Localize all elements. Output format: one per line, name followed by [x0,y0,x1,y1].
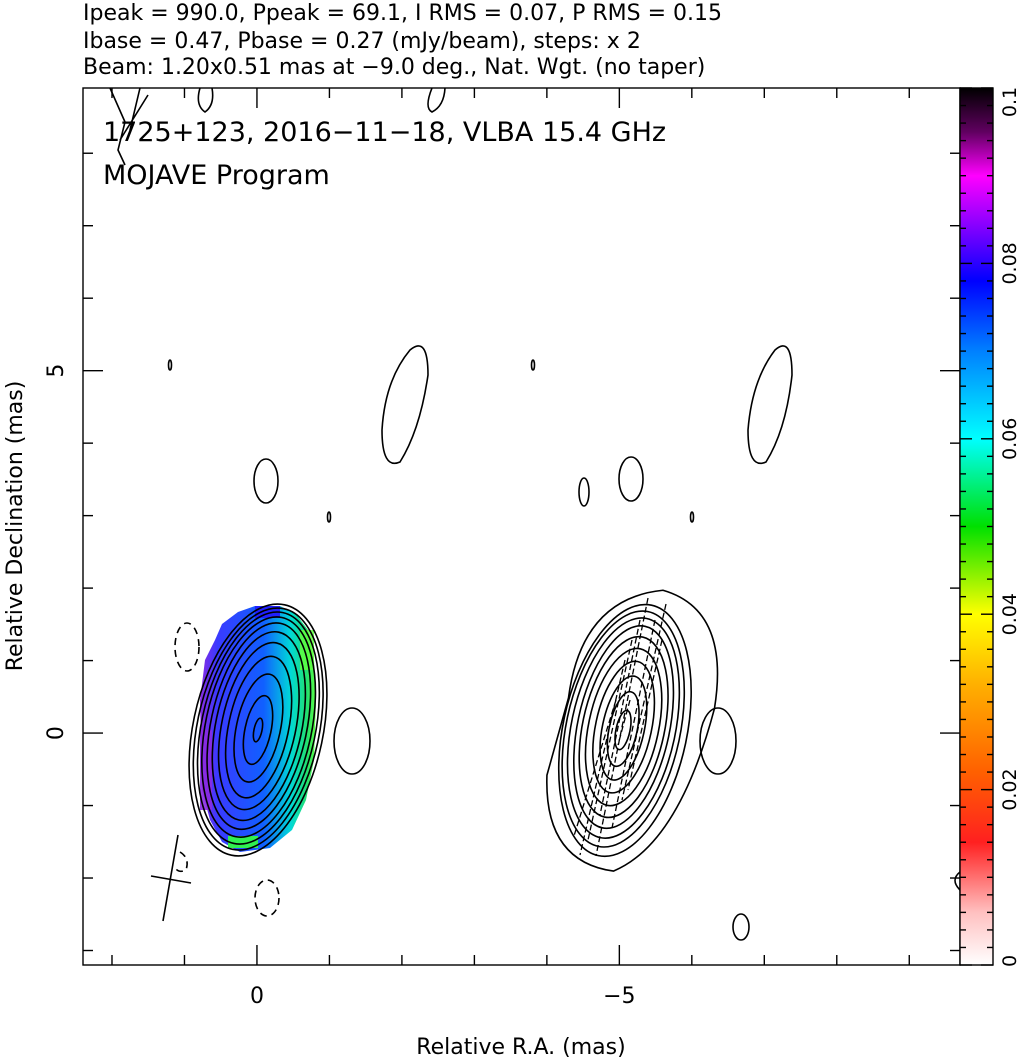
left-negative-contour-2 [254,879,280,917]
left-negative-contour-1 [174,622,200,672]
y-axis-tick-labels: 05 [44,364,69,740]
x-axis-ticks [111,88,910,965]
header-line-3: Beam: 1.20x0.51 mas at −9.0 deg., Nat. W… [83,55,705,80]
colorbar-tick-label: 0 [999,955,1021,967]
colorbar-tick-label: 0.04 [999,593,1021,635]
colorbar-tick-labels: 0 0.02 0.04 0.06 0.08 0.1 [999,87,1021,967]
right-knot-east [699,707,737,775]
y-tick-label: 0 [44,726,69,740]
right-evpa-ticks [573,597,667,857]
right-tiny-contour-2 [689,511,695,523]
plot-content [109,88,960,941]
right-intensity-contours [546,589,719,872]
x-axis-label: Relative R.A. (mas) [416,1035,625,1060]
right-tiny-contour-1 [530,359,536,371]
y-axis-ticks [83,152,960,952]
header-line-2: Ibase = 0.47, Pbase = 0.27 (mJy/beam), s… [83,29,641,54]
x-tick-label: −5 [603,984,635,1009]
right-edge-contour [954,871,960,891]
right-knot-upper [618,456,644,502]
x-tick-label: 0 [250,984,264,1009]
left-tiny-contour-2 [326,511,332,523]
left-intensity-contours [188,603,328,857]
left-tiny-contour-1 [167,359,173,371]
left-jet-knot-north [381,345,429,465]
left-knot-upper [253,458,279,504]
right-small-contour [578,477,590,507]
colorbar-tick-label: 0.02 [999,768,1021,810]
left-edge-contour-2 [197,88,214,113]
header-line-1: Ipeak = 990.0, Ppeak = 69.1, I RMS = 0.0… [83,1,722,26]
beam-cross [150,834,192,922]
colorbar-ticks [960,87,993,966]
left-edge-contour-3 [427,88,446,113]
panel-title-line-2: MOJAVE Program [103,160,330,191]
right-jet-knot-north [747,345,793,465]
right-small-contour-bottom [732,913,750,941]
left-edge-contour-top [109,88,149,166]
colorbar-tick-label: 0.08 [999,242,1021,284]
colorbar-tick-label: 0.1 [999,87,1021,117]
plot-frame [82,87,961,966]
colorbar-tick-label: 0.06 [999,418,1021,460]
left-negative-contour-3 [173,851,188,873]
left-knot-east [333,707,371,775]
x-axis-tick-labels: 0 −5 [250,984,636,1009]
y-tick-label: 5 [44,364,69,378]
y-axis-label: Relative Declination (mas) [3,381,28,672]
panel-title-line-1: 1725+123, 2016−11−18, VLBA 15.4 GHz [103,117,666,148]
